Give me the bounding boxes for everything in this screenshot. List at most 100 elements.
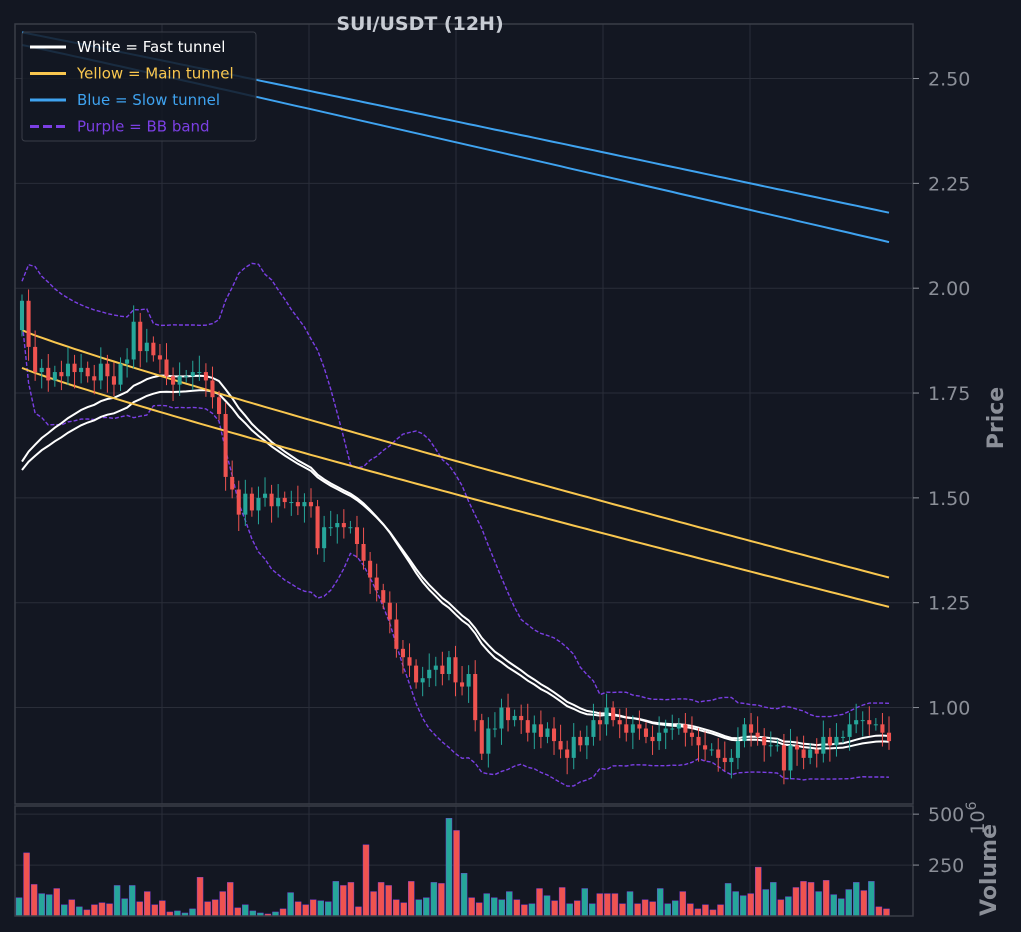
volume-bar — [76, 906, 83, 917]
volume-bar — [762, 889, 770, 917]
volume-bar — [747, 893, 754, 917]
candle-body — [473, 674, 478, 721]
volume-bar — [196, 877, 204, 917]
volume-bar — [800, 881, 807, 917]
bb-band — [21, 262, 890, 787]
candle-body — [643, 728, 649, 737]
volume-bar — [317, 900, 324, 917]
candle-body — [788, 745, 793, 771]
volume-bar — [91, 904, 98, 917]
candle-body — [433, 665, 438, 670]
candle-body — [52, 372, 57, 381]
volume-bar — [815, 891, 822, 917]
candle-body — [558, 741, 563, 750]
candle-body — [144, 342, 149, 352]
volume-bar — [377, 882, 385, 917]
candle-body — [420, 678, 425, 683]
volume-bar — [204, 901, 211, 917]
volume-bar — [543, 895, 551, 917]
volume-bar — [144, 891, 151, 917]
volume-bar — [664, 903, 671, 917]
volume-bar — [423, 897, 430, 917]
candle-body — [657, 732, 662, 742]
candle-body — [322, 527, 327, 549]
candle-body — [867, 720, 872, 725]
candle-body — [795, 745, 800, 750]
candle-body — [545, 728, 550, 737]
volume-bar — [45, 894, 53, 917]
volume-bar — [136, 901, 143, 917]
candle-body — [676, 724, 681, 729]
volume-bar — [777, 899, 785, 917]
volume-bar — [551, 900, 558, 917]
candle-body — [446, 657, 451, 674]
volume-bar — [302, 904, 309, 917]
candle-body — [722, 757, 727, 763]
volume-bar — [513, 899, 521, 917]
volume-bar — [23, 852, 30, 917]
volume-bar — [53, 888, 60, 917]
candle-body — [591, 720, 596, 737]
volume-bar — [309, 899, 317, 917]
volume-bar — [641, 899, 649, 917]
candle-body — [335, 523, 340, 528]
candle-body — [860, 720, 865, 722]
volume-bar — [370, 891, 377, 917]
candle-body — [486, 728, 491, 754]
volume-bar — [528, 903, 536, 917]
volume-bar — [536, 888, 543, 917]
volume-bar — [400, 902, 407, 917]
candles — [19, 289, 892, 785]
volume-bar — [445, 818, 453, 917]
volume-frame — [14, 805, 914, 917]
candle-body — [492, 728, 497, 730]
volume-bar — [558, 887, 566, 917]
price-tick-label: 1.50 — [928, 488, 970, 510]
candle-body — [821, 736, 826, 754]
volume-bar — [392, 899, 400, 917]
candle-body — [584, 736, 589, 746]
candle-body — [847, 724, 852, 737]
legend-item-label: Blue = Slow tunnel — [77, 91, 220, 109]
candle-body — [703, 745, 708, 750]
volume-bar — [468, 897, 475, 917]
volume-bar — [875, 906, 883, 917]
candle-body — [118, 363, 123, 385]
candle-body — [236, 489, 241, 515]
candle-body — [217, 397, 222, 414]
volume-bar — [837, 898, 845, 917]
candle-body — [262, 493, 268, 498]
price-tick-label: 2.25 — [928, 173, 970, 195]
volume-bar — [234, 907, 241, 917]
candle-body — [650, 736, 655, 742]
price-tick-label: 1.75 — [928, 383, 970, 405]
volume-bar — [724, 883, 732, 917]
volume-bar — [687, 903, 694, 917]
volume-bar — [619, 903, 626, 917]
volume-bar — [83, 909, 91, 917]
volume-bars — [15, 818, 890, 917]
candle-body — [512, 715, 517, 721]
candle-body — [394, 619, 399, 649]
bb-lower — [21, 320, 890, 787]
volume-bar — [807, 882, 815, 917]
candle-body — [328, 527, 333, 529]
candle-body — [243, 493, 248, 515]
volume-bar — [460, 873, 468, 917]
volume-bar — [415, 899, 423, 917]
volume-bar — [596, 893, 604, 917]
volume-bar — [694, 908, 702, 917]
candle-body — [453, 657, 458, 683]
price-axis-label: Price — [984, 387, 1009, 449]
legend: White = Fast tunnel Yellow = Main tunnel B… — [21, 31, 257, 142]
candle-body — [630, 724, 635, 733]
volume-bar — [408, 881, 415, 917]
candle-body — [880, 724, 885, 733]
volume-bar — [498, 899, 506, 917]
chart-title: SUI/USDT (12H) — [336, 13, 503, 35]
candle-body — [840, 736, 846, 738]
candle-body — [184, 376, 189, 378]
volume-bar — [860, 890, 868, 917]
volume-bar — [362, 844, 370, 917]
candle-body — [282, 497, 287, 503]
